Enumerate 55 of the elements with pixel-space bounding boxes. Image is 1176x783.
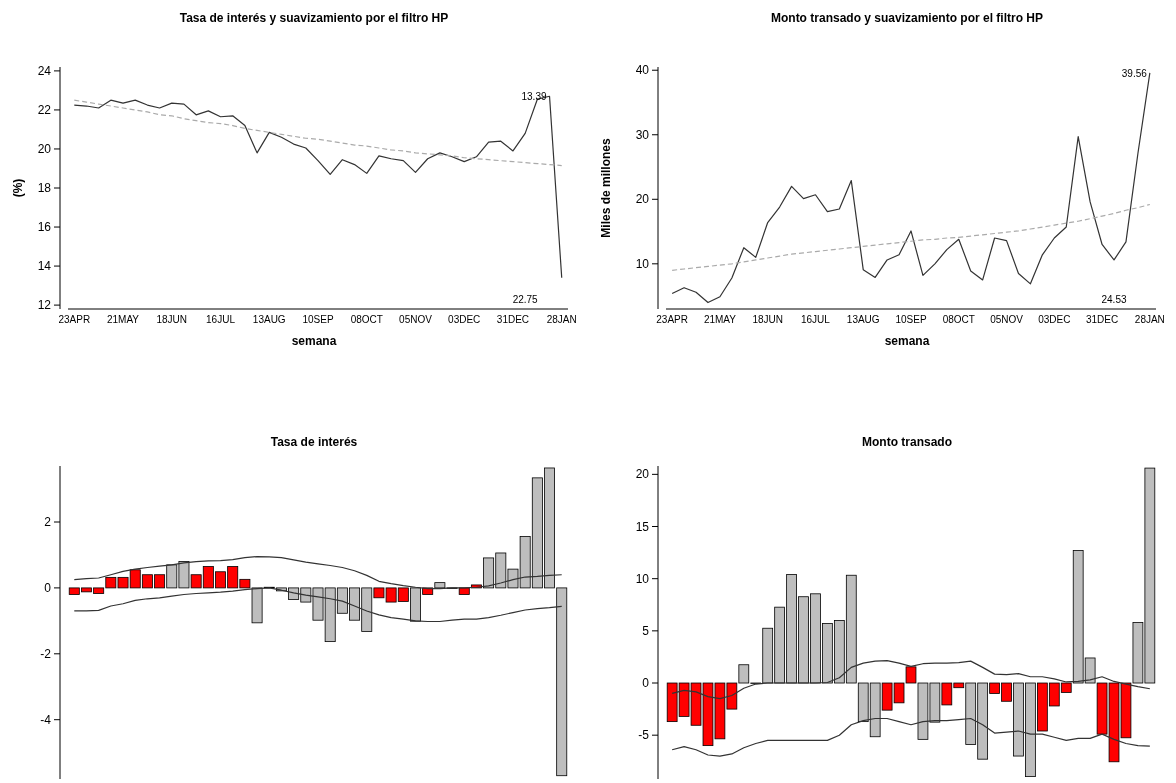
y-tick-label: 24 [37,63,52,78]
x-tick-label: 21MAY [106,314,140,325]
annotation: 13.39 [521,91,547,103]
x-tick-label: 18JUN [156,314,188,325]
x-tick-label: 28JAN [1134,314,1165,325]
y-tick-label: -2 [40,646,52,661]
x-tick-label: 18JUN [752,314,783,325]
chart-title: Monto transado [862,435,952,449]
y-tick-label: 10 [635,571,650,586]
x-tick-label: 05NOV [990,314,1024,325]
annotation: 24.53 [1101,294,1127,305]
x-tick-label: 08OCT [942,314,975,325]
y-tick-label: 20 [37,141,52,156]
x-tick-label: 23APR [58,314,91,325]
y-tick-label: 16 [37,220,52,235]
y-axis-title: (%) [11,178,25,198]
x-tick-label: 03DEC [448,314,481,325]
y-tick-label: 10 [635,256,650,271]
y-tick-label: -4 [40,712,52,727]
x-axis-title: semana [884,334,930,348]
x-tick-label: 16JUL [801,314,831,325]
y-tick-label: 18 [37,181,52,195]
y-tick-label: 20 [635,467,650,482]
x-tick-label: 31DEC [1085,314,1119,325]
y-tick-label: 5 [642,623,650,638]
y-tick-label: 20 [635,192,650,207]
x-tick-label: 10SEP [302,314,334,325]
x-tick-label: 21MAY [703,314,737,325]
x-tick-label: 08OCT [350,314,383,325]
y-axis-title: Miles de millones [599,138,613,238]
y-tick-label: 0 [642,676,650,691]
annotation: 39.56 [1121,67,1148,79]
x-tick-label: 05NOV [399,314,433,325]
x-tick-label: 10SEP [895,314,927,325]
chart-title: Tasa de interés y suavizamiento por el filtro HP [179,11,449,25]
chart-title: Tasa de interés [270,435,358,449]
y-tick-label: -5 [638,728,650,743]
y-tick-label: 40 [635,63,650,78]
x-tick-label: 31DEC [496,314,530,325]
x-tick-label: 13AUG [846,314,880,325]
x-tick-label: 28JAN [546,314,577,325]
chart-title: Monto transado y suavizamiento por el filtro HP [770,11,1044,25]
y-tick-label: 2 [44,515,52,530]
x-tick-label: 03DEC [1038,314,1071,325]
y-tick-label: 15 [635,519,650,534]
x-tick-label: 13AUG [252,314,286,325]
y-tick-label: 22 [37,102,52,117]
y-tick-label: 14 [37,259,52,274]
y-tick-label: 0 [44,580,52,595]
y-tick-label: 12 [37,298,52,313]
y-tick-label: 30 [635,127,650,142]
x-axis-title: semana [291,334,337,348]
annotation: 22.75 [512,294,539,305]
x-tick-label: 23APR [656,314,688,325]
x-tick-label: 16JUL [206,314,236,325]
